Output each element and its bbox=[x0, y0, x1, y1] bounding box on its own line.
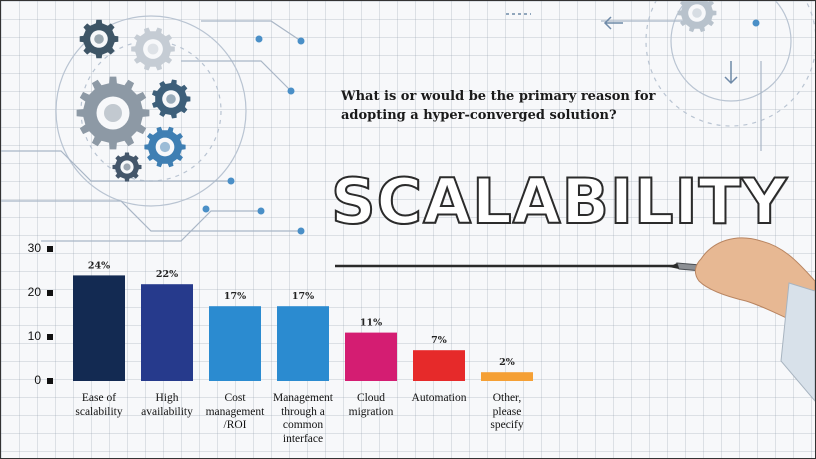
bar-value-label: 7% bbox=[431, 335, 447, 346]
y-tick-label: 20 bbox=[27, 285, 41, 299]
x-category-label: Automation bbox=[411, 392, 467, 404]
y-tick-mark bbox=[47, 246, 53, 252]
circuit-line bbox=[1, 150, 231, 182]
bar bbox=[209, 306, 261, 381]
down-arrow-icon bbox=[724, 61, 738, 85]
y-tick-mark bbox=[47, 334, 53, 340]
hand-with-marker bbox=[669, 237, 815, 402]
gear-icon bbox=[152, 79, 191, 119]
bar-value-label: 17% bbox=[224, 291, 246, 302]
bar bbox=[73, 275, 125, 381]
bar-value-label: 2% bbox=[499, 357, 515, 368]
bar bbox=[345, 332, 397, 381]
gear-icon bbox=[76, 76, 150, 150]
scalability-headline: SCALABILITY bbox=[330, 164, 788, 239]
circuit-line bbox=[181, 60, 292, 92]
circuit-node bbox=[257, 207, 265, 215]
circuit-node bbox=[287, 87, 295, 95]
y-tick-mark bbox=[47, 378, 53, 384]
x-category-label: High availability bbox=[141, 392, 193, 418]
bar bbox=[277, 306, 329, 381]
gear-icon bbox=[112, 152, 142, 182]
bar-value-label: 17% bbox=[292, 291, 314, 302]
circuit-node bbox=[227, 177, 235, 185]
tech-arc bbox=[670, 1, 792, 102]
gear-icon bbox=[677, 1, 717, 33]
bar-value-label: 22% bbox=[156, 269, 178, 280]
bar bbox=[413, 350, 465, 381]
circuit-line bbox=[201, 20, 302, 42]
x-category-label: Ease of scalability bbox=[75, 392, 123, 418]
x-category-label: Cloud migration bbox=[348, 392, 394, 418]
bar bbox=[481, 372, 533, 381]
gear-icon bbox=[144, 126, 186, 168]
circuit-line bbox=[1, 200, 301, 232]
circuit-node bbox=[297, 227, 305, 235]
y-tick-label: 0 bbox=[34, 373, 41, 387]
circuit-node bbox=[202, 205, 210, 213]
x-category-label: Cost management /ROI bbox=[205, 392, 265, 431]
circuit-node bbox=[255, 35, 263, 43]
left-arrow-icon bbox=[603, 16, 623, 30]
x-category-label: Other, please specify bbox=[490, 392, 524, 431]
bar-value-label: 11% bbox=[360, 318, 382, 329]
bar-value-label: 24% bbox=[88, 260, 110, 271]
y-tick-label: 10 bbox=[27, 329, 41, 343]
circuit-node bbox=[297, 37, 305, 45]
y-tick-label: 30 bbox=[27, 241, 41, 255]
circuit-line bbox=[41, 210, 261, 242]
tech-arc bbox=[55, 15, 247, 207]
bar bbox=[141, 284, 193, 381]
y-tick-mark bbox=[47, 290, 53, 296]
survey-question: What is or would be the primary reason f… bbox=[341, 89, 656, 123]
x-category-label: Management through a common interface bbox=[272, 392, 334, 445]
gear-icon bbox=[79, 19, 119, 59]
circuit-node bbox=[752, 19, 760, 27]
gear-icon bbox=[131, 27, 175, 71]
